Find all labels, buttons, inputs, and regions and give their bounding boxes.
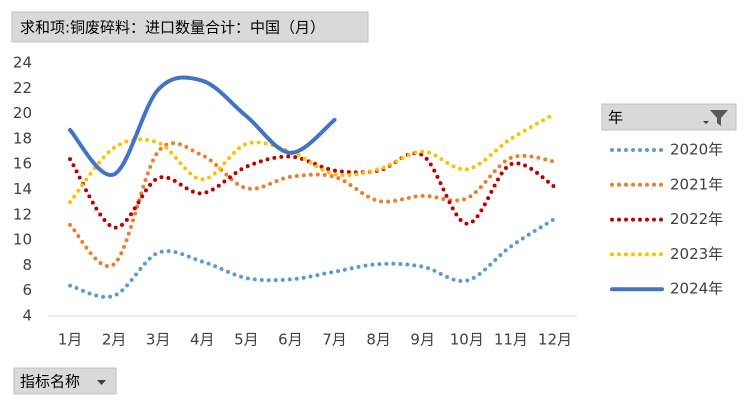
x-tick-label: 10月 — [450, 331, 484, 349]
y-tick-label: 16 — [13, 155, 32, 173]
y-tick-label: 8 — [22, 256, 32, 274]
x-tick-label: 9月 — [410, 331, 435, 349]
field-button[interactable]: 指标名称 — [13, 367, 117, 395]
chart-title: 求和项:铜废碎料：进口数量合计：中国（月） — [20, 19, 325, 37]
series-line — [68, 216, 557, 299]
legend-label: 2023年 — [670, 245, 723, 263]
x-tick-label: 6月 — [278, 331, 303, 349]
field-button-label: 指标名称 — [20, 373, 80, 391]
series-line — [68, 111, 557, 205]
legend-header-box[interactable] — [601, 103, 737, 131]
legend-label: 2021年 — [670, 175, 723, 193]
legend-header[interactable]: 年 — [601, 103, 737, 131]
legend-title: 年 — [608, 109, 623, 127]
x-tick-label: 12月 — [538, 331, 572, 349]
x-tick-label: 11月 — [494, 331, 528, 349]
filter-icon — [710, 110, 728, 126]
y-tick-label: 4 — [22, 307, 32, 325]
y-tick-label: 6 — [22, 281, 32, 299]
legend-label: 2022年 — [670, 210, 723, 228]
x-tick-label: 5月 — [234, 331, 259, 349]
y-tick-label: 24 — [13, 54, 32, 72]
dropdown-arrow — [703, 121, 709, 124]
title-button[interactable]: 求和项:铜废碎料：进口数量合计：中国（月） — [11, 11, 369, 43]
y-tick-label: 22 — [13, 79, 32, 97]
series-line — [68, 141, 557, 269]
legend-label: 2020年 — [670, 141, 723, 159]
legend-label: 2024年 — [670, 280, 723, 298]
x-tick-label: 8月 — [366, 331, 391, 349]
y-tick-label: 14 — [13, 180, 32, 198]
series-line — [68, 151, 557, 230]
title-button-box[interactable] — [11, 11, 369, 43]
y-tick-label: 20 — [13, 104, 32, 122]
x-tick-label: 4月 — [190, 331, 215, 349]
x-tick-label: 1月 — [58, 331, 83, 349]
y-tick-label: 10 — [13, 231, 32, 249]
y-tick-label: 12 — [13, 205, 32, 223]
dropdown-arrow — [97, 380, 106, 385]
y-tick-label: 18 — [13, 129, 32, 147]
series-line — [68, 75, 337, 177]
x-tick-label: 3月 — [146, 331, 171, 349]
x-tick-label: 7月 — [322, 331, 347, 349]
x-tick-label: 2月 — [102, 331, 127, 349]
